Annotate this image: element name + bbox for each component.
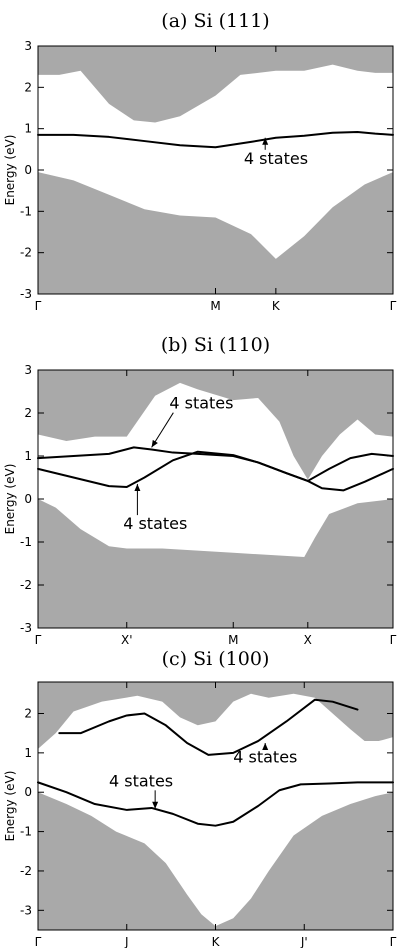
y-tick-label: -3 <box>20 287 32 301</box>
state-annotation: 4 states <box>233 748 297 767</box>
band-gap-region <box>38 693 393 927</box>
state-annotation: 4 states <box>169 394 233 413</box>
panel-2: -3 -2 -1 0 1 2 3 Γ X' M X Γ (b) Si (110) Energy (eV) 4… <box>3 334 397 647</box>
y-tick-label: 1 <box>24 449 32 463</box>
panel-1: -3 -2 -1 0 1 2 3 Γ M K Γ (a) Si (111) Energy (eV) 4 s… <box>3 10 397 313</box>
y-axis-label: Energy (eV) <box>3 464 17 535</box>
y-tick-label: 1 <box>24 746 32 760</box>
y-tick-label: 0 <box>24 163 32 177</box>
panel-3: -3 -2 -1 0 1 2 Γ J K J' Γ (c) Si (100) Energy (eV) 4 … <box>3 648 397 948</box>
k-point-label: Γ <box>390 633 397 647</box>
y-tick-label: 0 <box>24 492 32 506</box>
y-tick-label: 3 <box>24 39 32 53</box>
panel-title: (c) Si (100) <box>162 648 270 670</box>
k-point-label: Γ <box>35 935 42 948</box>
surface-band-line-2 <box>37 781 394 827</box>
annotation-arrow-head <box>152 801 159 809</box>
y-tick-label: 0 <box>24 785 32 799</box>
panel-title: (b) Si (110) <box>161 334 270 356</box>
k-point-label: Γ <box>35 633 42 647</box>
y-axis-label: Energy (eV) <box>3 771 17 842</box>
annotation-arrow-head <box>151 439 158 448</box>
y-tick-label: -3 <box>20 903 32 917</box>
surface-band-line-1 <box>37 130 394 149</box>
surface-band-line-1 <box>58 698 359 756</box>
y-tick-label: -1 <box>20 825 32 839</box>
k-point-label: J <box>124 935 129 948</box>
annotation-arrow-head <box>262 137 269 145</box>
y-tick-label: 2 <box>24 80 32 94</box>
panel-title: (a) Si (111) <box>161 10 269 32</box>
surface-band-line-2 <box>37 450 394 492</box>
y-tick-label: 2 <box>24 406 32 420</box>
y-tick-label: -2 <box>20 864 32 878</box>
state-annotation: 4 states <box>244 149 308 168</box>
state-annotation: 4 states <box>109 771 173 790</box>
k-point-label: Γ <box>35 299 42 313</box>
k-point-label: X' <box>121 633 133 647</box>
k-point-label: M <box>228 633 238 647</box>
y-tick-label: -2 <box>20 246 32 260</box>
k-point-label: M <box>210 299 220 313</box>
y-axis-label: Energy (eV) <box>3 135 17 206</box>
y-tick-label: -1 <box>20 535 32 549</box>
y-tick-label: 3 <box>24 363 32 377</box>
state-annotation: 4 states <box>123 514 187 533</box>
k-point-label: Γ <box>390 935 397 948</box>
y-tick-label: -1 <box>20 204 32 218</box>
y-tick-label: -3 <box>20 621 32 635</box>
k-point-label: K <box>272 299 281 313</box>
k-point-label: Γ <box>390 299 397 313</box>
y-tick-label: 1 <box>24 122 32 136</box>
annotation-arrow-head <box>262 743 269 751</box>
annotation-arrow-head <box>134 483 141 491</box>
k-point-label: J' <box>300 935 308 948</box>
band-gap-region <box>38 382 393 558</box>
y-tick-label: -2 <box>20 578 32 592</box>
k-point-label: K <box>212 935 221 948</box>
y-tick-label: 2 <box>24 706 32 720</box>
band-gap-region <box>38 64 393 259</box>
k-point-label: X <box>304 633 312 647</box>
